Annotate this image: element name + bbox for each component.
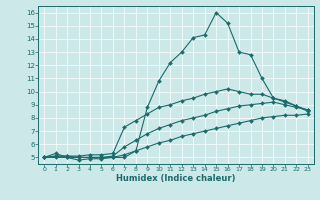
X-axis label: Humidex (Indice chaleur): Humidex (Indice chaleur) <box>116 174 236 183</box>
